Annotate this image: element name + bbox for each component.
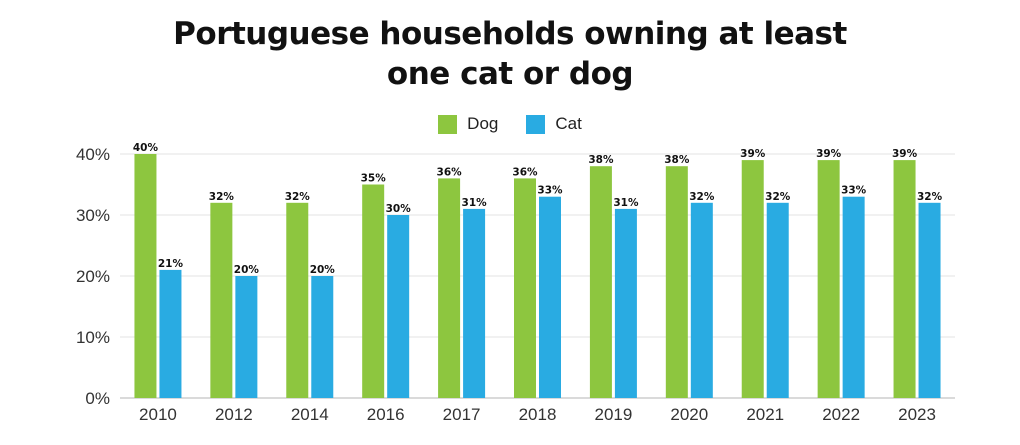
x-tick-label-2012: 2012 <box>215 405 253 424</box>
bar-dog-2023 <box>893 160 916 398</box>
bar-cat-2021 <box>766 202 789 398</box>
chart-title: Portuguese households owning at least on… <box>0 14 1020 94</box>
x-tick-label-2010: 2010 <box>139 405 177 424</box>
bar-dog-2010 <box>134 154 157 398</box>
bar-cat-2017 <box>463 208 486 398</box>
y-tick-label-10: 10% <box>76 328 110 347</box>
bar-cat-2022 <box>842 196 865 398</box>
value-label-cat-2021: 32% <box>765 191 791 203</box>
bar-cat-2020 <box>690 202 713 398</box>
value-label-cat-2017: 31% <box>462 197 488 209</box>
bar-cat-2014 <box>311 276 334 398</box>
bar-dog-2018 <box>514 178 536 398</box>
legend-label-cat: Cat <box>555 114 582 133</box>
y-tick-label-20: 20% <box>76 267 110 286</box>
y-tick-label-0: 0% <box>85 389 110 408</box>
chart-title-line-2: one cat or dog <box>386 56 634 92</box>
x-tick-label-2022: 2022 <box>822 405 860 424</box>
x-tick-label-2023: 2023 <box>898 405 936 424</box>
value-label-dog-2022: 39% <box>816 148 842 160</box>
bar-cat-2010 <box>159 269 182 398</box>
value-label-dog-2016: 35% <box>361 173 387 185</box>
legend-label-dog: Dog <box>467 114 499 133</box>
x-tick-label-2016: 2016 <box>367 405 405 424</box>
legend-item-cat: Cat <box>526 114 582 134</box>
value-label-dog-2021: 39% <box>740 148 766 160</box>
value-label-cat-2014: 20% <box>310 264 336 276</box>
bar-dog-2020 <box>665 166 688 398</box>
bar-dog-2014 <box>286 202 309 398</box>
value-label-dog-2014: 32% <box>285 191 311 203</box>
value-label-dog-2012: 32% <box>209 191 235 203</box>
value-label-cat-2010: 21% <box>158 258 184 270</box>
bar-dog-2012 <box>210 202 233 398</box>
value-label-cat-2012: 20% <box>234 264 260 276</box>
bar-cat-2012 <box>235 276 258 398</box>
y-tick-label-40: 40% <box>76 145 110 164</box>
legend-swatch-dog <box>438 114 458 134</box>
x-tick-label-2018: 2018 <box>519 405 557 424</box>
x-tick-label-2014: 2014 <box>291 405 329 424</box>
legend-swatch-cat <box>526 114 546 134</box>
value-label-dog-2019: 38% <box>588 154 614 166</box>
x-tick-label-2021: 2021 <box>746 405 784 424</box>
value-label-dog-2017: 36% <box>437 166 463 178</box>
bar-cat-2019 <box>614 208 637 398</box>
value-label-cat-2018: 33% <box>537 185 563 197</box>
value-label-cat-2020: 32% <box>689 191 715 203</box>
value-label-dog-2023: 39% <box>892 148 918 160</box>
bar-dog-2022 <box>817 160 840 398</box>
value-label-cat-2016: 30% <box>386 203 412 215</box>
bar-dog-2016 <box>362 184 385 398</box>
x-tick-label-2019: 2019 <box>594 405 632 424</box>
bar-cat-2018 <box>539 196 561 398</box>
bar-cat-2016 <box>387 215 410 398</box>
value-label-dog-2010: 40% <box>133 142 159 154</box>
legend-item-dog: Dog <box>438 114 498 134</box>
value-label-dog-2020: 38% <box>664 154 690 166</box>
x-tick-label-2020: 2020 <box>670 405 708 424</box>
bar-dog-2019 <box>589 166 612 398</box>
value-label-cat-2022: 33% <box>841 185 867 197</box>
value-label-dog-2018: 36% <box>512 166 538 178</box>
y-tick-label-30: 30% <box>76 206 110 225</box>
value-label-cat-2019: 31% <box>613 197 639 209</box>
x-tick-label-2017: 2017 <box>443 405 481 424</box>
bar-dog-2021 <box>741 160 764 398</box>
value-label-cat-2023: 32% <box>917 191 943 203</box>
bar-dog-2017 <box>438 178 461 398</box>
chart-title-line-1: Portuguese households owning at least <box>173 16 847 52</box>
bar-cat-2023 <box>918 202 941 398</box>
chart-legend: Dog Cat <box>0 114 1020 134</box>
